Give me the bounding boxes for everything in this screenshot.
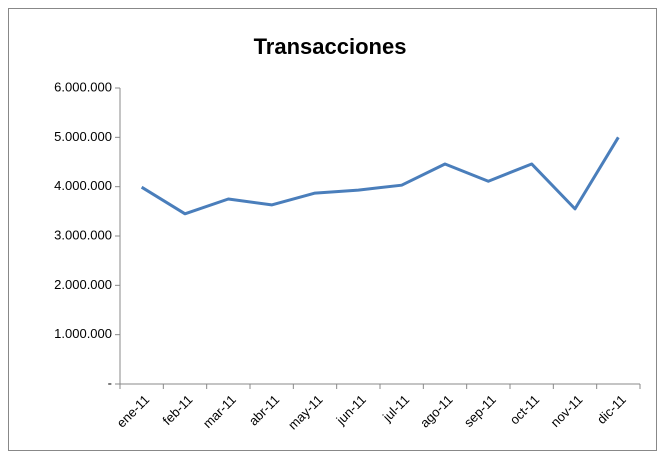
y-tick-label: 1.000.000	[54, 326, 112, 341]
chart-border	[8, 8, 657, 451]
chart-title: Transacciones	[254, 34, 407, 59]
y-tick-label: -	[108, 375, 112, 390]
y-tick-label: 4.000.000	[54, 178, 112, 193]
y-tick-label: 3.000.000	[54, 227, 112, 242]
y-tick-label: 6.000.000	[54, 79, 112, 94]
line-series	[140, 136, 620, 216]
y-tick-label: 5.000.000	[54, 129, 112, 144]
y-tick-label: 2.000.000	[54, 277, 112, 292]
